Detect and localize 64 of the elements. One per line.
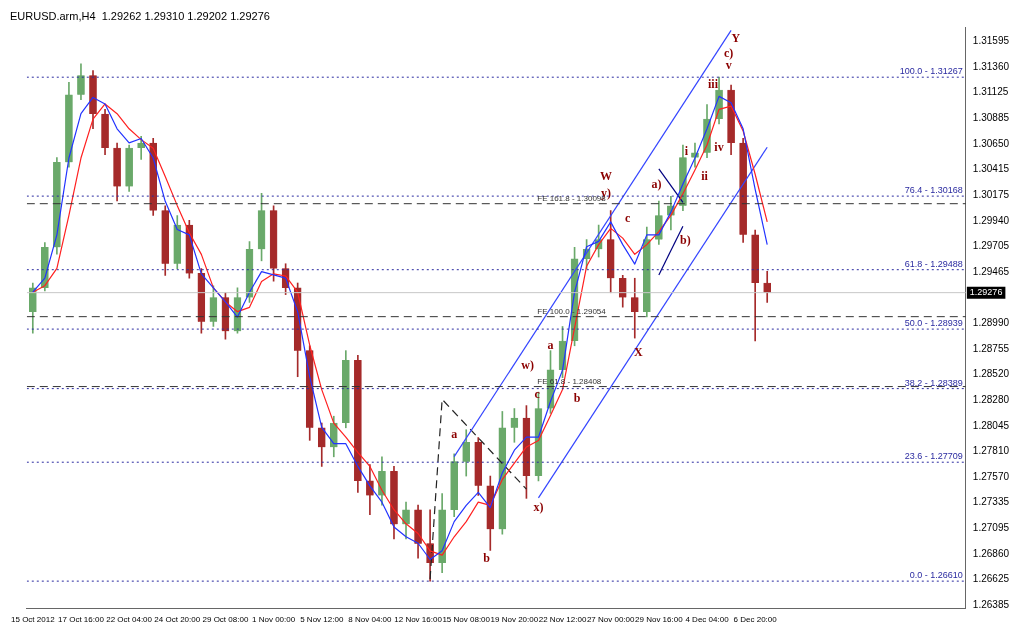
x-tick-label: 29 Nov 16:00 [635, 615, 684, 625]
annotation: 61.8 - 1.29488 [904, 258, 963, 269]
annotation: 50.0 - 1.28939 [904, 318, 963, 329]
annotation: iv [714, 140, 724, 155]
annotation: 0.0 - 1.26610 [909, 570, 963, 581]
y-tick-label: 1.28280 [972, 394, 1010, 406]
x-tick-label: 24 Oct 20:00 [154, 615, 201, 625]
x-tick-label: 22 Oct 04:00 [106, 615, 153, 625]
x-tick-label: 8 Nov 04:00 [348, 615, 393, 625]
x-tick-label: 1 Nov 00:00 [252, 615, 296, 625]
annotation: ii [701, 168, 709, 183]
y-tick-label: 1.26860 [972, 547, 1010, 559]
y-tick-label: 1.30885 [972, 112, 1010, 124]
annotation: b [573, 391, 581, 406]
y-tick-label: 1.30650 [972, 137, 1010, 149]
y-tick-label: 1.31360 [972, 60, 1010, 72]
annotation: Y [731, 30, 741, 45]
y-tick-label: 1.30175 [972, 189, 1010, 201]
y-tick-label: 1.29705 [972, 239, 1010, 251]
y-tick-label: 1.27570 [972, 471, 1010, 482]
annotation: c [534, 386, 541, 401]
annotation: a) [651, 177, 662, 192]
annotation: w) [521, 358, 534, 373]
y-tick-label: 1.26625 [972, 573, 1010, 585]
x-tick-label: 29 Oct 08:00 [202, 615, 249, 625]
annotation: 100.0 - 1.31267 [899, 66, 963, 77]
annotation: c [624, 211, 631, 226]
y-tick-label: 1.27810 [972, 445, 1010, 457]
y-tick-label: 1.29940 [972, 214, 1010, 226]
y-tick-label: 1.28990 [972, 317, 1010, 329]
ref-line-label: 1.29276 [969, 287, 1003, 298]
annotation: x) [533, 499, 544, 514]
chart-title: EURUSD.arm,H4 1.29262 1.29310 1.29202 1.29276 [10, 9, 270, 22]
y-tick-label: 1.28520 [972, 368, 1010, 380]
x-tick-label: 17 Oct 16:00 [58, 615, 105, 625]
y-tick-label: 1.28045 [972, 419, 1010, 431]
x-tick-label: 4 Dec 04:00 [685, 615, 730, 625]
x-tick-label: 15 Nov 08:00 [442, 615, 491, 625]
y-tick-label: 1.27335 [972, 496, 1010, 508]
x-tick-label: 22 Nov 12:00 [538, 615, 587, 625]
x-tick-label: 5 Nov 12:00 [300, 615, 344, 625]
y-tick-label: 1.26385 [972, 599, 1010, 611]
annotation: X [634, 345, 644, 360]
x-tick-label: 19 Nov 20:00 [490, 615, 539, 625]
y-tick-label: 1.27095 [972, 522, 1010, 534]
y-tick-label: 1.29465 [972, 265, 1010, 277]
annotation: b [483, 551, 491, 566]
annotation: b) [680, 232, 691, 247]
y-tick-label: 1.31125 [972, 86, 1009, 98]
x-tick-label: 6 Dec 20:00 [733, 615, 778, 625]
annotation: 38.2 - 1.28389 [904, 377, 963, 388]
x-tick-label: 12 Nov 16:00 [394, 615, 443, 625]
annotation: 23.6 - 1.27709 [904, 451, 963, 462]
annotation: iii [708, 77, 719, 92]
annotation: a [547, 337, 554, 352]
annotation: 76.4 - 1.30168 [904, 185, 963, 196]
annotation: a [451, 426, 458, 441]
x-tick-label: 15 Oct 2012 [11, 615, 56, 625]
annotation: i [684, 143, 689, 158]
y-tick-label: 1.31595 [972, 35, 1010, 47]
y-tick-label: 1.30415 [972, 163, 1010, 175]
annotation: W [599, 168, 612, 183]
y-tick-label: 1.28755 [972, 342, 1010, 354]
x-tick-label: 27 Nov 00:00 [586, 615, 636, 625]
